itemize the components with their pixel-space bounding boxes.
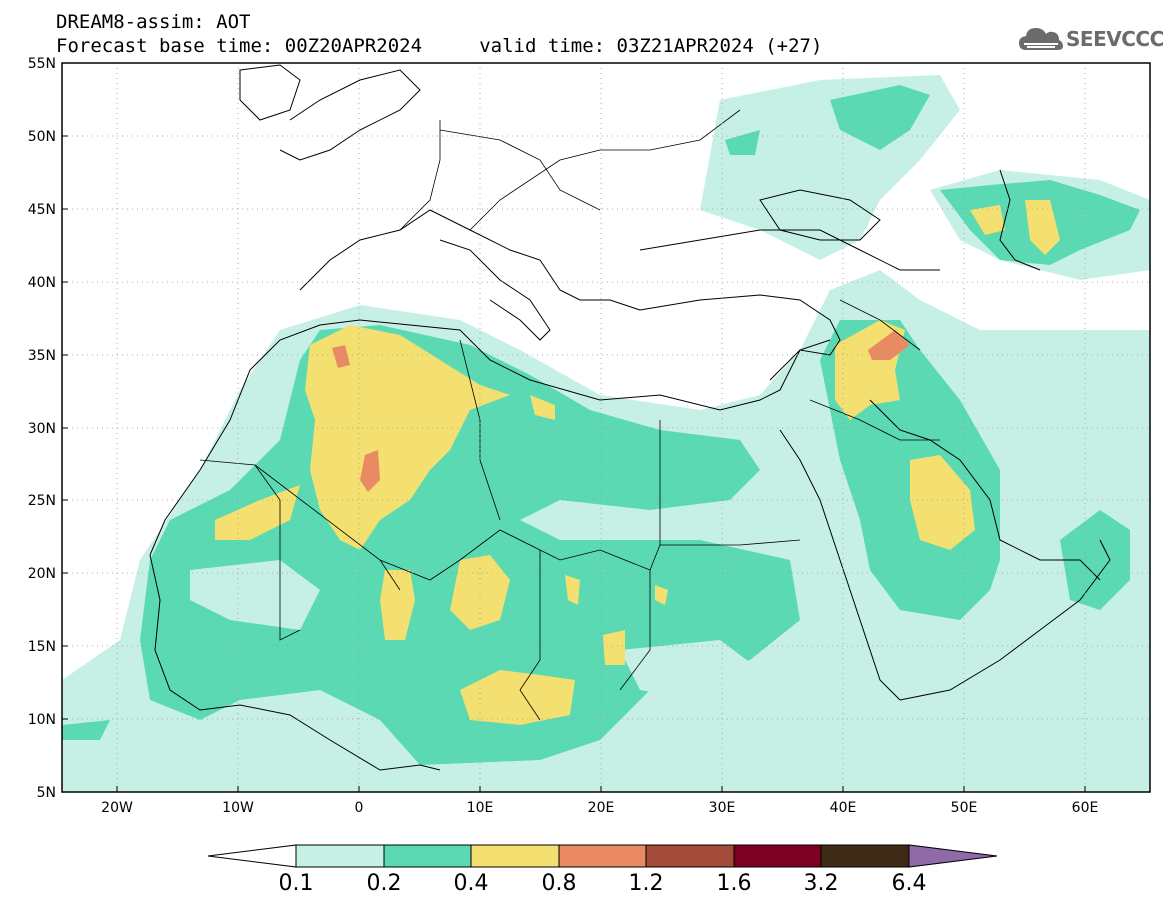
colorbar-label: 1.6 — [716, 871, 752, 896]
x-tick-label: 20E — [588, 800, 615, 816]
x-tick-label: 20W — [101, 800, 133, 816]
map-title: DREAM8-assim: AOT — [56, 11, 251, 33]
colorbar-segment — [645, 844, 735, 868]
borders — [199, 109, 940, 721]
colorbar-segment — [558, 844, 647, 868]
seevccc-logo: SEEVCCC — [1018, 24, 1164, 56]
x-tick-label: 50E — [951, 800, 978, 816]
cloud-icon — [1019, 28, 1063, 50]
x-tick-label: 40E — [830, 800, 857, 816]
colorbar — [207, 844, 998, 868]
y-tick-label: 50N — [28, 129, 56, 145]
forecast-times: Forecast base time: 00Z20APR2024 valid t… — [56, 35, 823, 57]
x-tick-label: 0 — [355, 800, 364, 816]
x-tick-label: 10E — [467, 800, 494, 816]
colorbar-under-arrow — [207, 844, 297, 868]
colorbar-segment — [470, 844, 560, 868]
x-tick-label: 30E — [709, 800, 736, 816]
colorbar-segment — [383, 844, 472, 868]
colorbar-label: 1.2 — [628, 871, 664, 896]
colorbar-label: 3.2 — [803, 871, 839, 896]
x-tick-label: 10W — [222, 800, 254, 816]
y-tick-label: 55N — [28, 56, 56, 72]
colorbar-segment — [733, 844, 822, 868]
colorbar-label: 0.1 — [278, 871, 314, 896]
y-tick-label: 45N — [28, 202, 56, 218]
y-tick-label: 5N — [37, 785, 56, 801]
colorbar-segment — [295, 844, 385, 868]
colorbar-label: 0.2 — [366, 871, 402, 896]
y-tick-label: 40N — [28, 275, 56, 291]
y-axis: 5N 10N 15N 20N 25N 30N 35N 40N 45N 50N 5… — [28, 56, 68, 801]
coastlines — [149, 64, 1111, 771]
y-tick-label: 35N — [28, 348, 56, 364]
colorbar-label: 6.4 — [891, 871, 927, 896]
x-axis: 20W 10W 0 10E 20E 30E 40E 50E 60E — [101, 786, 1098, 816]
y-tick-label: 10N — [28, 712, 56, 728]
colorbar-label: 0.8 — [541, 871, 577, 896]
y-tick-label: 25N — [28, 493, 56, 509]
colorbar-over-arrow — [908, 844, 998, 868]
colorbar-label: 0.4 — [453, 871, 489, 896]
logo-text: SEEVCCC — [1066, 27, 1164, 51]
y-tick-label: 15N — [28, 639, 56, 655]
aot-band-0.8 — [332, 330, 910, 492]
colorbar-segment — [820, 844, 910, 868]
y-tick-label: 20N — [28, 566, 56, 582]
x-tick-label: 60E — [1072, 800, 1099, 816]
aot-band-clear — [190, 510, 760, 700]
y-tick-label: 30N — [28, 421, 56, 437]
